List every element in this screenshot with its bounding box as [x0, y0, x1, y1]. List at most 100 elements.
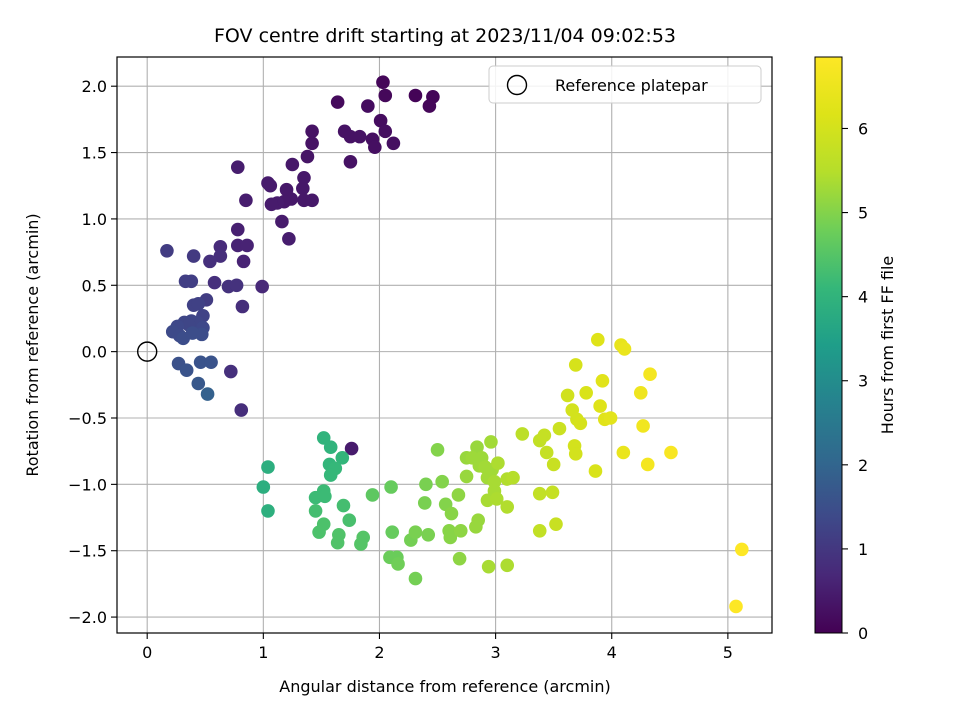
data-point — [184, 274, 199, 289]
data-point — [384, 480, 398, 494]
data-point — [240, 238, 254, 253]
data-point — [469, 520, 483, 534]
data-point — [532, 524, 547, 538]
data-point — [300, 149, 315, 164]
data-point — [643, 367, 657, 381]
data-point — [640, 457, 655, 472]
data-point — [408, 88, 423, 103]
data-point — [335, 451, 350, 465]
data-point — [343, 155, 358, 169]
data-point — [261, 176, 275, 190]
data-point — [343, 129, 358, 144]
data-point — [296, 181, 310, 196]
data-point — [491, 456, 505, 470]
data-point — [305, 193, 319, 208]
data-point — [617, 342, 632, 356]
data-point — [373, 113, 388, 128]
data-point — [186, 249, 201, 263]
data-point — [419, 477, 433, 492]
data-point — [421, 527, 436, 542]
x-tick-label: 4 — [607, 643, 617, 662]
colorbar-ticks: 0 1 2 3 4 5 6 — [842, 119, 868, 643]
data-point — [230, 160, 245, 174]
data-point — [579, 385, 593, 400]
data-point — [255, 279, 269, 294]
x-axis-ticks: 0 1 2 3 4 5 — [142, 633, 733, 662]
data-point — [179, 363, 194, 378]
data-point — [537, 428, 552, 443]
data-point — [568, 358, 583, 372]
data-point — [453, 524, 468, 538]
data-point — [636, 419, 650, 433]
y-tick-label: −2.0 — [68, 608, 107, 627]
data-point — [422, 99, 437, 113]
data-point — [200, 387, 215, 401]
data-point — [616, 445, 631, 460]
data-point — [213, 239, 228, 254]
grid-lines — [117, 57, 772, 633]
data-point — [408, 525, 423, 539]
y-tick-label: −0.5 — [68, 409, 107, 428]
data-point — [435, 474, 449, 489]
data-point — [365, 488, 380, 502]
data-point — [342, 513, 357, 527]
x-tick-label: 2 — [374, 643, 384, 662]
plot-frame — [116, 56, 773, 634]
data-points — [160, 75, 749, 614]
data-point — [352, 129, 367, 144]
data-point — [459, 469, 474, 484]
data-point — [282, 232, 296, 246]
data-point — [193, 355, 208, 370]
data-point — [633, 385, 648, 400]
colorbar-tick-label: 3 — [858, 372, 868, 391]
legend: Reference platepar — [488, 65, 762, 104]
data-point — [729, 599, 743, 614]
colorbar-tick-label: 1 — [858, 540, 868, 559]
data-point — [378, 88, 393, 103]
data-point — [275, 214, 289, 229]
colorbar-tick-label: 2 — [858, 456, 868, 475]
data-point — [323, 440, 338, 454]
data-point — [316, 431, 331, 445]
data-point — [213, 249, 228, 263]
data-point — [417, 496, 432, 510]
data-point — [560, 388, 575, 403]
y-axis-label: Rotation from reference (arcmin) — [23, 213, 42, 476]
data-point — [191, 297, 206, 311]
colorbar-tick-label: 6 — [858, 119, 868, 138]
reference-marker-group — [136, 341, 158, 362]
data-point — [323, 468, 338, 482]
data-point — [312, 525, 326, 539]
colorbar-label: Hours from first FF file — [878, 256, 897, 435]
data-point — [236, 254, 251, 269]
data-point — [545, 485, 560, 500]
y-tick-label: 0.5 — [82, 276, 107, 295]
legend-entry-label: Reference platepar — [555, 76, 708, 95]
y-tick-label: 1.0 — [82, 210, 107, 229]
data-point — [443, 530, 458, 545]
data-point — [546, 457, 561, 472]
data-point — [264, 197, 279, 212]
data-point — [376, 75, 390, 90]
data-point — [603, 411, 618, 425]
data-point — [261, 460, 275, 474]
data-point — [552, 421, 567, 436]
data-point — [185, 326, 200, 340]
x-tick-label: 5 — [723, 643, 733, 662]
data-point — [285, 157, 300, 172]
data-point — [408, 571, 423, 586]
data-point — [489, 492, 504, 506]
data-point — [230, 238, 245, 253]
data-point — [204, 355, 218, 370]
data-point — [549, 517, 563, 531]
x-tick-label: 3 — [491, 643, 501, 662]
data-point — [235, 299, 250, 314]
colorbar-tick-label: 0 — [858, 624, 868, 643]
data-point — [444, 506, 459, 521]
data-point — [470, 440, 484, 454]
data-point — [506, 470, 520, 485]
x-tick-label: 0 — [142, 643, 152, 662]
data-point — [568, 447, 583, 461]
data-point — [207, 275, 222, 290]
